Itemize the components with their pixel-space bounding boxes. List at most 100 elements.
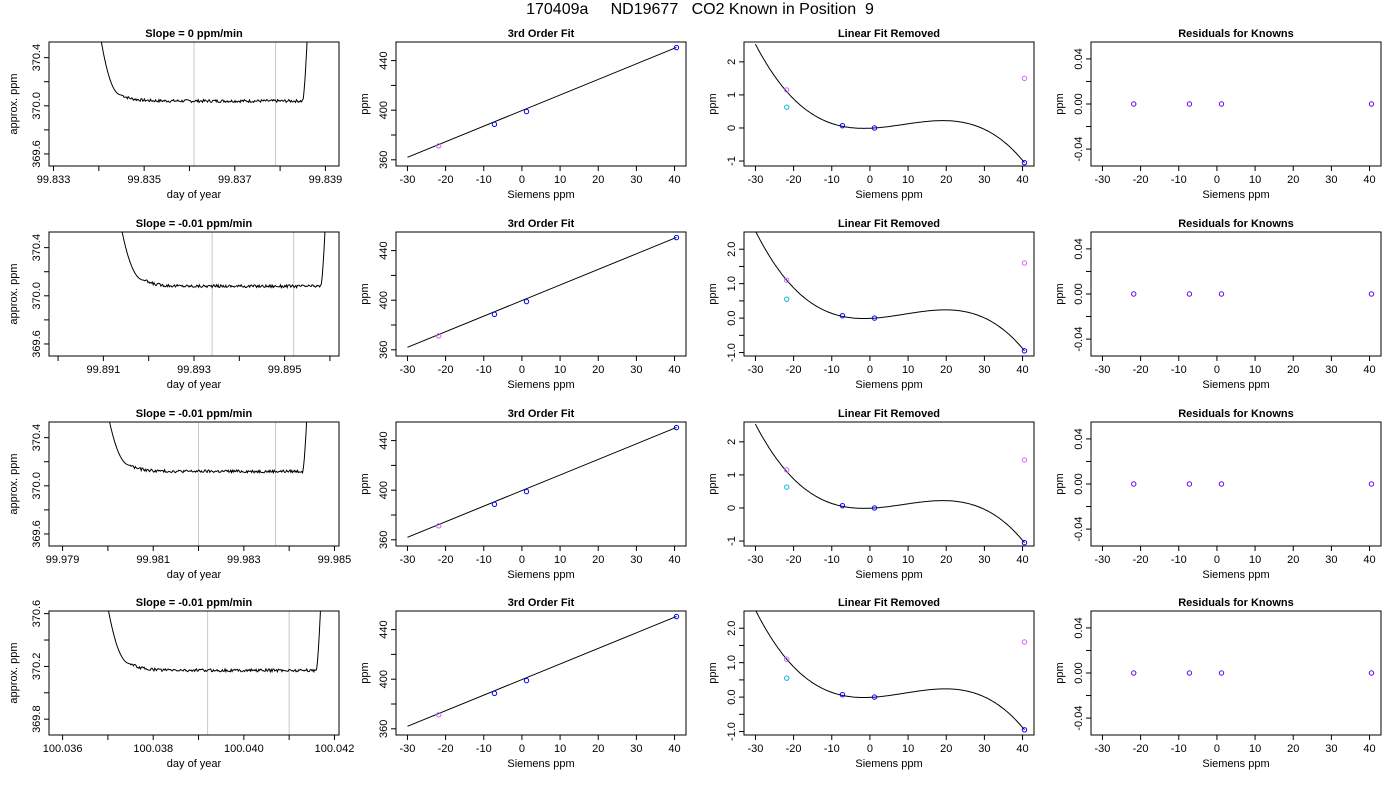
x-tick-label: 0 <box>1214 743 1220 755</box>
data-point <box>839 692 846 698</box>
chart-title: Residuals for Knowns <box>1178 218 1294 230</box>
x-tick-label: 30 <box>978 364 990 376</box>
x-tick-label: 10 <box>902 743 914 755</box>
data-point <box>1021 727 1028 733</box>
x-tick-label: 99.895 <box>268 364 302 376</box>
x-tick-label: 40 <box>1016 554 1028 566</box>
x-tick-label: 30 <box>978 554 990 566</box>
plot-area <box>109 422 308 546</box>
x-axis-label: day of year <box>167 379 222 391</box>
x-axis-label: day of year <box>167 569 222 581</box>
chart-panel-row3-col1: Slope = -0.01 ppm/min 99.979 99.981 99.983 9… <box>8 408 351 581</box>
x-tick-label: 0 <box>867 743 873 755</box>
x-axis-label: Siemens ppm <box>1202 758 1269 770</box>
y-tick-label: 0.00 <box>1073 473 1085 494</box>
x-tick-label: 30 <box>978 743 990 755</box>
x-axis-label: day of year <box>167 758 222 770</box>
x-tick-label: 99.983 <box>227 554 261 566</box>
x-tick-label: 99.981 <box>136 554 170 566</box>
x-tick-label: 40 <box>668 174 680 186</box>
y-tick-label: 2.0 <box>726 621 738 636</box>
x-tick-label: 100.042 <box>315 743 355 755</box>
x-tick-label: -10 <box>824 174 840 186</box>
x-tick-label: -30 <box>1094 174 1110 186</box>
page-title: 170409a ND19677 CO2 Known in Position 9 <box>526 1 874 18</box>
chart-panel-row1-col2: 3rd Order Fit -30 -20 -10 0 10 20 30 40 360 400 440… <box>359 28 687 201</box>
chart-title: Linear Fit Removed <box>838 408 940 420</box>
plot-area <box>100 42 308 166</box>
data-point <box>1218 101 1225 107</box>
x-tick-label: 100.040 <box>224 743 264 755</box>
x-axis-label: Siemens ppm <box>1202 189 1269 201</box>
concentration-trace <box>109 422 308 475</box>
x-tick-label: 30 <box>1325 174 1337 186</box>
x-tick-label: -10 <box>1171 364 1187 376</box>
x-tick-label: 20 <box>592 554 604 566</box>
x-tick-label: -20 <box>786 174 802 186</box>
y-tick-label: -0.04 <box>1073 517 1085 542</box>
x-tick-label: 30 <box>978 174 990 186</box>
y-tick-label: 2.0 <box>726 242 738 257</box>
x-tick-label: 0 <box>867 174 873 186</box>
x-tick-label: 40 <box>1016 743 1028 755</box>
chart-panel-row4-col2: 3rd Order Fit -30 -20 -10 0 10 20 30 40 360 400 440… <box>359 597 687 770</box>
chart-title: 3rd Order Fit <box>508 218 575 230</box>
plot-frame <box>48 610 340 736</box>
plot-frame <box>1090 231 1382 357</box>
plot-frame <box>48 41 340 167</box>
data-point <box>784 104 790 110</box>
data-point <box>1021 457 1028 463</box>
y-tick-label: -1 <box>726 156 738 166</box>
data-point <box>784 277 790 283</box>
data-point <box>523 488 530 495</box>
y-tick-label: -1 <box>726 536 738 546</box>
data-point <box>1368 101 1375 107</box>
plot-area <box>108 611 321 735</box>
y-tick-label: -0.04 <box>1073 327 1085 352</box>
fit-curve <box>407 615 677 727</box>
x-tick-label: -10 <box>824 364 840 376</box>
y-tick-label: 360 <box>378 720 390 738</box>
data-point <box>784 656 790 662</box>
y-tick-label: 440 <box>378 620 390 638</box>
x-tick-label: 99.835 <box>127 174 161 186</box>
data-point <box>784 87 790 93</box>
x-tick-label: -20 <box>1133 554 1149 566</box>
chart-panel-row3-col2: 3rd Order Fit -30 -20 -10 0 10 20 30 40 360 400 440… <box>359 408 687 581</box>
y-tick-label: 370.0 <box>31 282 43 310</box>
data-point <box>1131 101 1137 107</box>
x-tick-label: -20 <box>786 743 802 755</box>
x-tick-label: 99.837 <box>218 174 252 186</box>
x-tick-label: 20 <box>940 174 952 186</box>
data-point <box>491 690 498 697</box>
fit-curve <box>755 611 1025 731</box>
y-tick-label: 0.00 <box>1073 283 1085 304</box>
x-tick-label: -10 <box>1171 743 1187 755</box>
y-tick-label: 400 <box>378 481 390 499</box>
data-point <box>436 712 442 718</box>
x-tick-label: -30 <box>747 743 763 755</box>
x-tick-label: -10 <box>476 554 492 566</box>
x-tick-label: 10 <box>554 174 566 186</box>
chart-title: Linear Fit Removed <box>838 28 940 40</box>
chart-panel-row4-col3: Linear Fit Removed -30 -20 -10 0 10 20 30 40 -1.0… <box>707 597 1035 770</box>
x-tick-label: -10 <box>824 554 840 566</box>
chart-panel-row1-col1: Slope = 0 ppm/min 99.833 99.835 99.837 99.83… <box>8 28 342 201</box>
y-tick-label: 0.04 <box>1073 428 1085 449</box>
x-tick-label: 30 <box>630 174 642 186</box>
fit-curve <box>755 232 1025 352</box>
chart-title: Residuals for Knowns <box>1178 408 1294 420</box>
x-tick-label: -30 <box>747 554 763 566</box>
chart-title: Slope = 0 ppm/min <box>145 28 243 40</box>
x-tick-label: -20 <box>438 174 454 186</box>
data-point <box>491 311 498 318</box>
plot-frame <box>743 610 1035 736</box>
chart-panel-row3-col3: Linear Fit Removed-30 -20 -10 0 10 20 30 40-101… <box>707 408 1035 581</box>
y-tick-label: 369.6 <box>31 140 43 168</box>
data-point <box>673 613 680 620</box>
y-axis-label: ppm <box>707 473 719 494</box>
data-point <box>436 143 442 149</box>
plot-frame <box>48 231 340 357</box>
x-tick-label: 0 <box>519 554 525 566</box>
y-tick-label: 360 <box>378 531 390 549</box>
